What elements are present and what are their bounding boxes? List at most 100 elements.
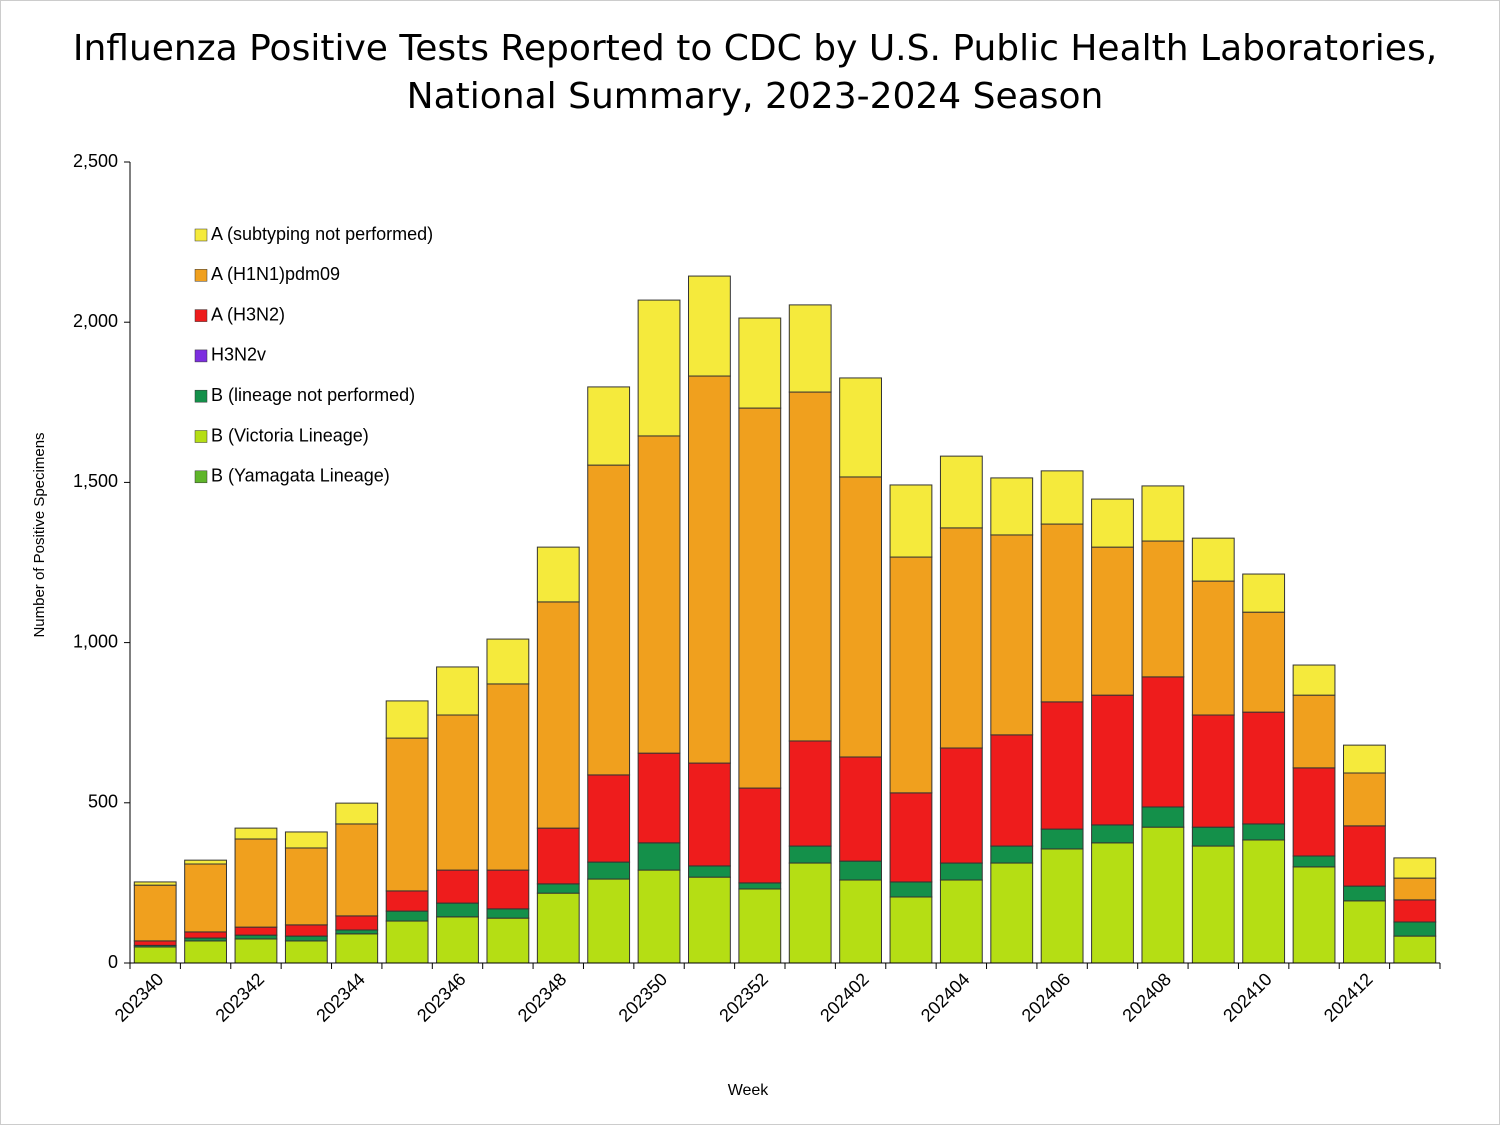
bar-segment xyxy=(1141,806,1185,828)
bar-segment xyxy=(1292,767,1336,857)
bar-segment xyxy=(990,845,1034,864)
bar-segment xyxy=(284,924,328,937)
bar-segment xyxy=(133,884,177,942)
bar-segment xyxy=(587,464,631,776)
bar-segment xyxy=(536,827,580,885)
bar-segment xyxy=(1040,848,1084,964)
bar-segment xyxy=(889,556,933,794)
bar-segment xyxy=(234,827,278,840)
bar-segment xyxy=(1191,714,1235,828)
bar-segment xyxy=(436,869,479,904)
bar-segment xyxy=(1040,470,1084,525)
legend-swatch xyxy=(194,309,208,322)
bar-segment xyxy=(990,534,1034,736)
legend-swatch xyxy=(194,228,208,242)
bar-segment xyxy=(889,896,933,964)
bar-segment xyxy=(587,774,631,863)
bar-segment xyxy=(436,902,479,918)
y-tick-label: 1,000 xyxy=(73,631,118,651)
bar-segment xyxy=(637,299,681,437)
bar-segment xyxy=(889,881,933,898)
bar-segment xyxy=(990,734,1034,847)
bar-segment xyxy=(688,876,731,964)
bar-segment xyxy=(587,861,631,880)
bar-segment xyxy=(284,831,328,849)
bar-segment xyxy=(1141,485,1185,542)
bar-segment xyxy=(385,700,429,739)
bar-segment xyxy=(133,946,177,964)
bar-segment xyxy=(839,756,882,862)
bar-segment xyxy=(1343,825,1386,887)
bar-segment xyxy=(688,762,731,867)
bar-segment xyxy=(688,865,731,878)
bar-segment xyxy=(939,455,983,529)
bar-segment xyxy=(536,892,580,964)
bar-segment xyxy=(939,862,983,881)
bar-segment xyxy=(637,752,681,844)
bar-segment xyxy=(738,882,782,890)
bar-segment xyxy=(688,375,731,764)
chart-title: National Summary, 2023-2024 Season xyxy=(407,76,1104,117)
bar-segment xyxy=(284,940,328,964)
bar-segment xyxy=(184,863,227,933)
bar-segment xyxy=(1091,546,1134,696)
bar-segment xyxy=(990,477,1034,536)
legend-label: B (Yamagata Lineage) xyxy=(211,466,390,486)
bar-segment xyxy=(1191,826,1235,847)
bar-segment xyxy=(1242,611,1286,713)
bar-segment xyxy=(486,908,530,919)
bar-segment xyxy=(990,862,1034,964)
bar-segment xyxy=(738,787,782,884)
bar-segment xyxy=(1191,537,1235,582)
bar-segment xyxy=(1091,498,1134,548)
bar-segment xyxy=(1141,826,1185,964)
bar-segment xyxy=(1141,676,1185,808)
bar-segment xyxy=(587,878,631,964)
legend-swatch xyxy=(194,430,208,443)
bar-segment xyxy=(436,714,479,871)
chart-title: Influenza Positive Tests Reported to CDC… xyxy=(73,28,1437,69)
bar-segment xyxy=(1242,711,1286,825)
y-axis-label: Number of Positive Specimens xyxy=(31,432,48,637)
bar-segment xyxy=(1393,899,1437,923)
bar-segment xyxy=(839,860,882,881)
bar-segment xyxy=(486,869,530,910)
bar-segment xyxy=(436,666,479,716)
y-tick-label: 2,000 xyxy=(73,311,118,331)
bar-segment xyxy=(637,869,681,964)
legend-label: B (lineage not performed) xyxy=(211,385,415,405)
bar-segment xyxy=(738,888,782,964)
bar-segment xyxy=(1393,857,1437,879)
bar-segment xyxy=(436,916,479,964)
bar-segment xyxy=(637,435,681,754)
bar-segment xyxy=(587,386,631,466)
bar-segment xyxy=(1292,664,1336,696)
bar-segment xyxy=(184,931,227,939)
bar-segment xyxy=(1091,694,1134,826)
legend-label: A (subtyping not performed) xyxy=(211,224,433,244)
bar-segment xyxy=(335,933,379,964)
bar-segment xyxy=(385,910,429,922)
bar-segment xyxy=(536,601,580,829)
bar-segment xyxy=(839,377,882,478)
bar-segment xyxy=(1040,701,1084,830)
bar-segment xyxy=(939,527,983,749)
bar-segment xyxy=(788,740,832,847)
bar-segment xyxy=(385,920,429,964)
bar-segment xyxy=(234,926,278,936)
bar-segment xyxy=(536,546,580,603)
y-tick-label: 0 xyxy=(108,952,118,972)
legend-swatch xyxy=(194,470,208,484)
bar-segment xyxy=(839,879,882,964)
bar-segment xyxy=(1242,573,1286,613)
y-tick-label: 2,500 xyxy=(73,151,118,171)
y-tick-label: 500 xyxy=(88,792,118,812)
bar-segment xyxy=(1191,580,1235,716)
bar-segment xyxy=(1242,839,1286,964)
bar-segment xyxy=(1191,845,1235,964)
legend-label: H3N2v xyxy=(211,345,266,365)
bar-segment xyxy=(1292,866,1336,964)
bar-segment xyxy=(234,934,278,940)
legend-swatch xyxy=(194,389,208,403)
